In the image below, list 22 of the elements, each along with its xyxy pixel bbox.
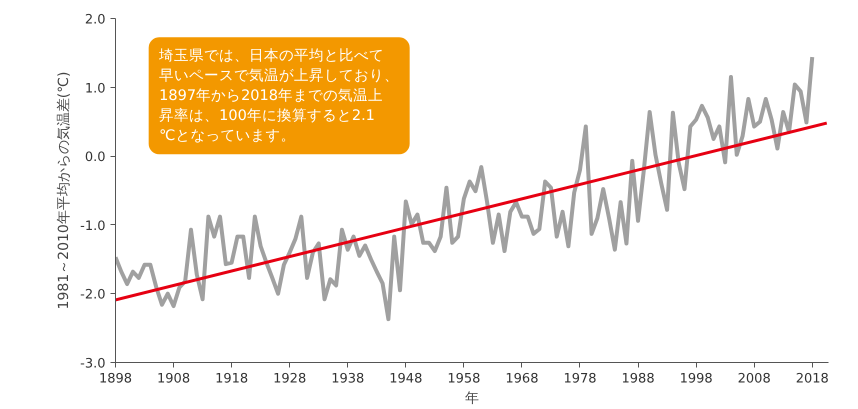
y-tick-label: 0.0 <box>84 150 106 166</box>
y-tick-label: -1.0 <box>80 218 106 234</box>
y-axis-title: 1981～2010年平均からの気温差(℃) <box>56 72 72 310</box>
x-tick-label: 2008 <box>738 372 771 386</box>
x-tick-label: 1898 <box>98 372 132 386</box>
x-tick-label: 1918 <box>215 372 248 386</box>
x-tick-label: 2018 <box>796 372 829 386</box>
x-tick-label: 1938 <box>331 372 364 386</box>
x-tick-label: 1928 <box>273 372 306 386</box>
y-tick-label: -2.0 <box>80 288 106 303</box>
y-tick-label: 1.0 <box>84 81 106 96</box>
y-tick-label: -3.0 <box>80 356 106 372</box>
x-tick-label: 1908 <box>157 372 190 386</box>
x-tick-label: 1968 <box>505 372 538 386</box>
y-tick-label: 2.0 <box>84 12 106 28</box>
x-tick-label: 1948 <box>389 372 422 386</box>
annotation: 埼玉県では、日本の平均と比べて早いペースで気温が上昇しており、1897年から2018年までの気温上昇率は、100年に換算すると2.1℃となっています。 <box>158 46 400 144</box>
x-tick-label: 1958 <box>447 372 480 386</box>
x-tick-label: 1998 <box>680 372 713 386</box>
x-tick-label: 1988 <box>622 372 655 386</box>
x-axis-title: 年 <box>465 390 479 406</box>
x-tick-label: 1978 <box>563 372 597 386</box>
